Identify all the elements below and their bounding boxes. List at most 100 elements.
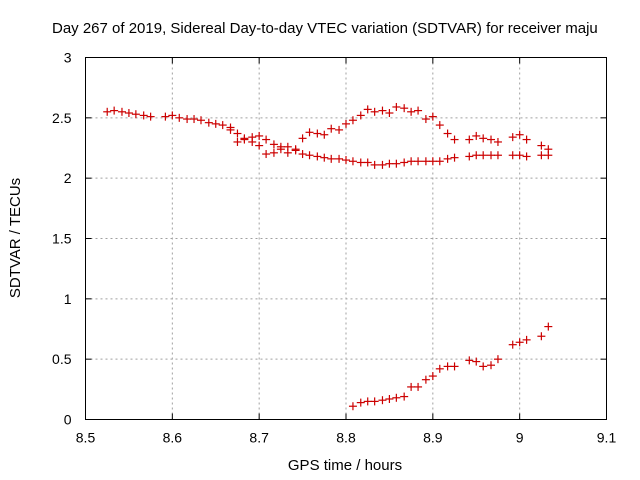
data-point — [131, 110, 140, 119]
data-point — [414, 157, 423, 166]
data-point — [414, 382, 423, 391]
data-point — [487, 135, 496, 144]
data-point — [103, 107, 112, 116]
data-point — [544, 151, 553, 160]
data-point — [233, 129, 242, 138]
x-axis-title: GPS time / hours — [288, 457, 402, 474]
x-tick-label: 8.5 — [76, 430, 96, 446]
y-tick-label: 0 — [64, 412, 72, 428]
data-point — [204, 118, 213, 127]
data-point — [385, 109, 394, 118]
data-point — [342, 119, 350, 128]
data-point — [255, 141, 264, 150]
data-point — [479, 362, 488, 371]
data-point — [117, 107, 126, 116]
data-point — [305, 151, 314, 160]
data-point — [269, 148, 278, 157]
data-point — [392, 159, 401, 168]
data-point — [385, 159, 394, 168]
data-point — [378, 106, 387, 115]
data-point — [428, 157, 437, 166]
data-point — [465, 356, 474, 365]
x-tick-label: 9 — [516, 430, 524, 446]
data-point — [400, 104, 409, 113]
data-point — [479, 134, 488, 143]
data-point — [335, 125, 344, 134]
data-point — [363, 397, 372, 406]
x-tick-label: 8.9 — [423, 430, 443, 446]
y-axis-title: SDTVAR / TECUs — [7, 178, 24, 298]
data-point — [407, 157, 416, 166]
data-point — [218, 121, 227, 130]
data-point — [522, 335, 531, 344]
data-point — [363, 158, 372, 167]
data-point — [392, 393, 401, 402]
data-point — [493, 355, 502, 364]
data-point — [305, 128, 314, 137]
data-point — [110, 106, 119, 115]
data-point — [465, 152, 474, 161]
data-point — [435, 121, 444, 130]
data-point — [320, 153, 329, 162]
data-point — [515, 338, 524, 347]
x-tick-label: 8.7 — [249, 430, 269, 446]
data-point — [378, 160, 387, 169]
data-point — [515, 130, 524, 139]
data-point — [400, 158, 409, 167]
data-point — [255, 131, 264, 140]
data-point — [407, 382, 416, 391]
data-point — [450, 362, 459, 371]
x-tick-label: 9.1 — [597, 430, 617, 446]
data-point — [487, 151, 496, 160]
data-point — [522, 135, 531, 144]
chart-title: Day 267 of 2019, Sidereal Day-to-day VTE… — [52, 20, 598, 37]
data-point — [320, 130, 329, 139]
data-point — [146, 112, 155, 121]
data-point — [342, 156, 350, 165]
data-point — [283, 148, 292, 157]
data-point — [392, 102, 401, 111]
data-point — [407, 107, 416, 116]
data-point — [175, 113, 184, 122]
data-point — [435, 157, 444, 166]
data-point — [327, 154, 336, 163]
data-point — [400, 392, 409, 401]
data-point — [537, 141, 546, 150]
data-point — [487, 361, 496, 370]
data-point — [226, 123, 235, 132]
data-point — [183, 115, 192, 124]
data-point — [356, 158, 365, 167]
data-point — [522, 152, 531, 161]
y-tick-label: 2.5 — [52, 110, 72, 126]
data-point — [348, 402, 357, 411]
data-point — [298, 150, 307, 159]
data-point — [421, 115, 430, 124]
x-tick-label: 8.6 — [163, 430, 183, 446]
data-point — [428, 112, 437, 121]
data-point — [348, 157, 357, 166]
data-point — [493, 137, 502, 146]
data-point — [428, 372, 437, 381]
data-point — [276, 145, 285, 154]
data-point — [335, 154, 344, 163]
data-point — [508, 133, 517, 142]
data-point — [450, 135, 459, 144]
data-point — [479, 151, 488, 160]
data-points — [103, 102, 553, 411]
data-point — [443, 154, 452, 163]
data-point — [472, 357, 481, 366]
data-point — [313, 152, 322, 161]
data-point — [472, 131, 481, 140]
y-tick-label: 0.5 — [52, 351, 72, 367]
data-point — [356, 398, 365, 407]
data-point — [262, 150, 271, 159]
data-point — [211, 119, 220, 128]
data-point — [508, 340, 517, 349]
data-point — [443, 129, 452, 138]
y-tick-label: 1.5 — [52, 231, 72, 247]
data-point — [537, 151, 546, 160]
data-point — [414, 106, 423, 115]
y-tick-label: 1 — [64, 291, 72, 307]
data-point — [508, 151, 517, 160]
